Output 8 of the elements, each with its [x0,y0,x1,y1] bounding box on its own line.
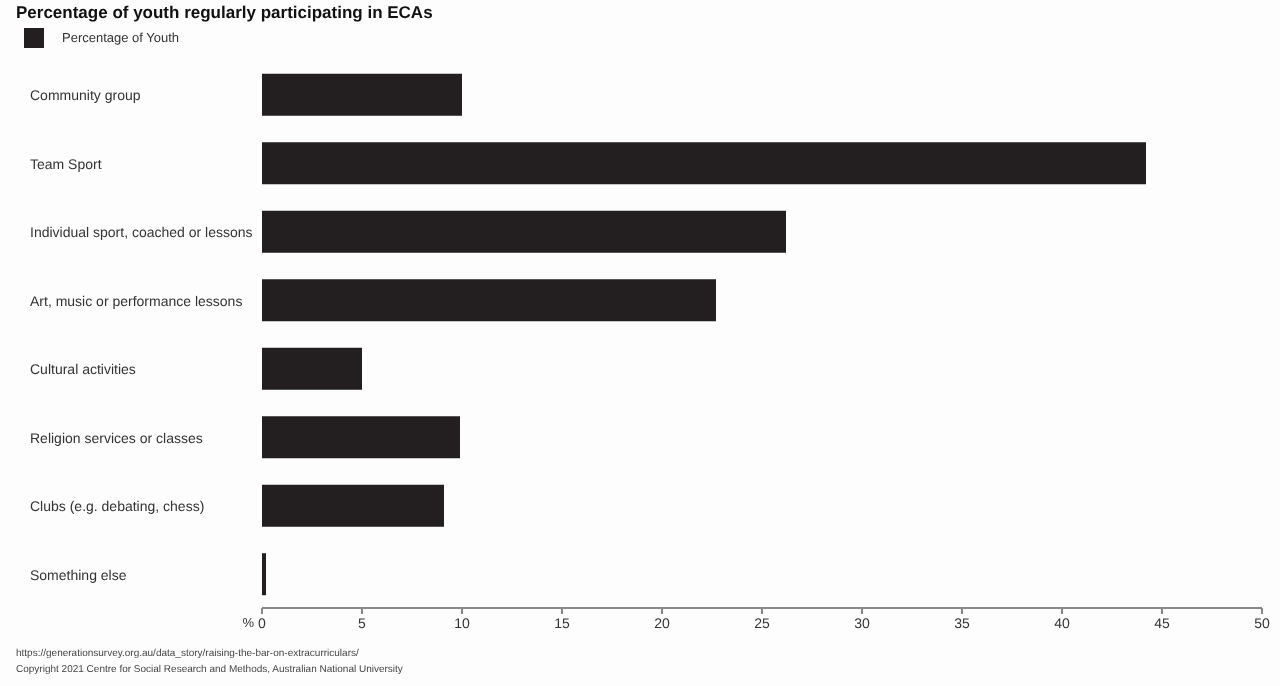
chart-title: Percentage of youth regularly participating in ECAs [16,2,433,22]
bar [262,210,786,253]
bar [262,347,362,390]
bar [262,279,716,322]
bar [262,484,444,527]
bar [262,142,1146,185]
bar [262,416,460,459]
bar [262,73,462,116]
